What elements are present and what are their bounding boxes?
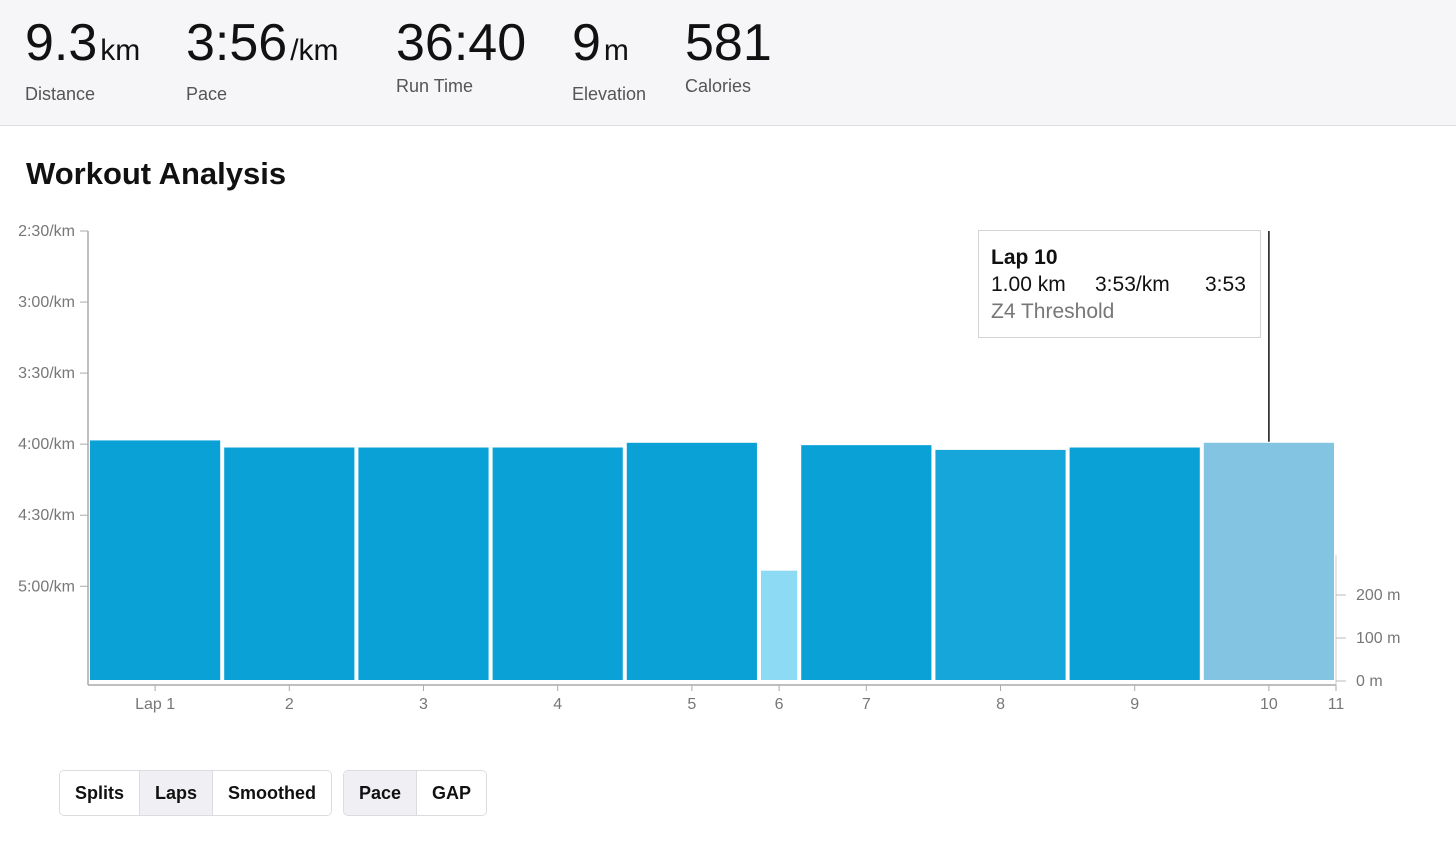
stat-run-time-value: 36:40 [396, 14, 527, 72]
x-tick-label: 2 [285, 696, 294, 713]
splits-button[interactable]: Splits [60, 771, 141, 815]
y-tick-label: 3:30/km [18, 365, 75, 382]
lap-bar-2[interactable] [222, 445, 357, 682]
chart-elevation-ticks: 200 m 100 m 0 m [1336, 587, 1400, 690]
lap-bar-3[interactable] [356, 445, 491, 682]
lap-bar-9[interactable] [1067, 445, 1202, 682]
x-tick-label: Lap 1 [135, 696, 175, 713]
lap-pace-chart[interactable]: Lap 1 2 3 4 5 6 7 8 9 10 11 2:30/km 3:00/km 3:30/km 4… [0, 215, 1456, 720]
lap-bar-8[interactable] [933, 447, 1068, 683]
tooltip-stats-row: 1.00 km 3:53/km 3:53 [991, 271, 1248, 298]
stat-pace-value: 3:56/km [186, 14, 339, 72]
x-tick-label: 9 [1130, 696, 1139, 713]
x-tick-label: 6 [775, 696, 784, 713]
lap-bar-6[interactable] [758, 568, 800, 682]
x-tick-label: 8 [996, 696, 1005, 713]
x-tick-label: 10 [1260, 696, 1278, 713]
x-tick-label: 11 [1328, 696, 1345, 713]
stat-distance-unit: km [100, 34, 141, 67]
stat-calories-label: Calories [685, 76, 752, 96]
elevation-tick-label: 200 m [1356, 587, 1400, 604]
elevation-tick-label: 0 m [1356, 673, 1383, 690]
lap-bar-1[interactable] [88, 438, 223, 682]
y-tick-label: 4:30/km [18, 507, 75, 524]
tooltip-title: Lap 10 [991, 246, 1058, 269]
section-title: Workout Analysis [26, 156, 287, 191]
stat-distance-value: 9.3 km [25, 14, 141, 72]
stat-run-time-label: Run Time [396, 76, 474, 96]
x-tick-label: 4 [553, 696, 562, 713]
y-tick-label: 4:00/km [18, 436, 75, 453]
tooltip-time: 3:53 [1205, 273, 1246, 296]
lap-tooltip: Lap 10 1.00 km 3:53/km 3:53 Z4 Threshold [978, 230, 1261, 338]
smoothed-button[interactable]: Smoothed [213, 771, 332, 815]
pace-button[interactable]: Pace [344, 771, 418, 815]
stat-elevation-unit: m [603, 34, 629, 67]
chart-axes [87, 231, 1337, 686]
chart-x-ticks: Lap 1 2 3 4 5 6 7 8 9 10 11 [135, 685, 1344, 713]
lap-bar-10[interactable] [1201, 440, 1336, 682]
y-tick-label: 5:00/km [18, 578, 75, 595]
y-tick-label: 2:30/km [18, 223, 75, 240]
lap-bar-7[interactable] [799, 443, 934, 682]
stat-elevation-label: Elevation [572, 84, 647, 104]
x-tick-label: 3 [419, 696, 428, 713]
summary-stats-bar: 9.3 km Distance 3:56/km Pace 36:40 Run Ti… [0, 0, 1456, 126]
lap-bar-4[interactable] [490, 445, 625, 682]
stat-distance-label: Distance [25, 84, 96, 104]
chart-y-ticks: 2:30/km 3:00/km 3:30/km 4:00/km 4:30/km 5:00/… [18, 223, 88, 595]
y-tick-label: 3:00/km [18, 294, 75, 311]
gap-button[interactable]: GAP [417, 771, 487, 815]
tooltip-zone: Z4 Threshold [991, 300, 1115, 323]
stat-pace: 3:56/km Pace [186, 12, 339, 105]
tooltip-distance: 1.00 km [991, 273, 1066, 296]
stat-pace-label: Pace [186, 84, 228, 104]
laps-button[interactable]: Laps [140, 771, 214, 815]
x-tick-label: 5 [687, 696, 696, 713]
chart-bars [88, 438, 1336, 683]
stat-calories-value: 581 [685, 14, 772, 72]
elevation-tick-label: 100 m [1356, 630, 1400, 647]
stat-distance: 9.3 km Distance [25, 12, 140, 105]
metric-toggle: Pace GAP [343, 770, 488, 816]
stat-calories: 581 Calories [685, 12, 772, 97]
view-mode-toggle: Splits Laps Smoothed [59, 770, 333, 816]
x-tick-label: 7 [862, 696, 871, 713]
tooltip-pace: 3:53/km [1095, 273, 1170, 296]
stat-pace-unit: /km [290, 34, 339, 67]
lap-bar-5[interactable] [624, 440, 759, 682]
stat-run-time: 36:40 Run Time [396, 12, 526, 97]
